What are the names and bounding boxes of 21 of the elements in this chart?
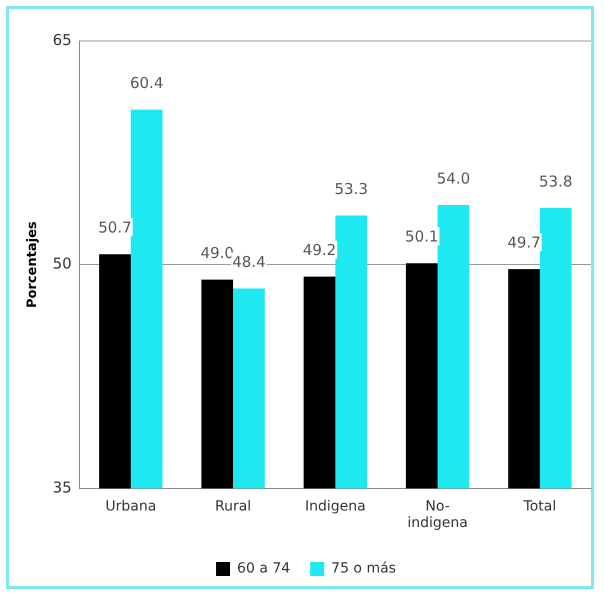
x-tick-label: Total	[522, 498, 556, 514]
data-label: 50.7	[98, 218, 132, 237]
y-tick-label: 65	[52, 30, 72, 49]
data-label: 49.2	[302, 241, 336, 260]
data-label: 53.3	[334, 180, 368, 198]
y-tick-label: 35	[52, 478, 72, 496]
data-label: 53.8	[539, 172, 572, 190]
data-label: 60.4	[130, 74, 164, 92]
y-tick-label: 50	[52, 254, 72, 273]
legend-label: 60 a 74	[237, 560, 290, 577]
x-tick-label: Urbana	[105, 498, 156, 514]
x-tick-label: Indigena	[304, 498, 366, 514]
x-tick-label: Rural	[214, 498, 252, 514]
data-label: 50.1	[405, 228, 438, 246]
legend-label: 75 o más	[331, 560, 396, 577]
y-axis-title: Porcentajes	[25, 221, 40, 308]
data-label: 54.0	[436, 169, 470, 188]
data-label: 49.7	[507, 234, 541, 252]
data-label: 48.4	[232, 252, 266, 271]
data-label: 49.0	[200, 244, 234, 262]
x-tick-label: No-indigena	[407, 498, 468, 532]
